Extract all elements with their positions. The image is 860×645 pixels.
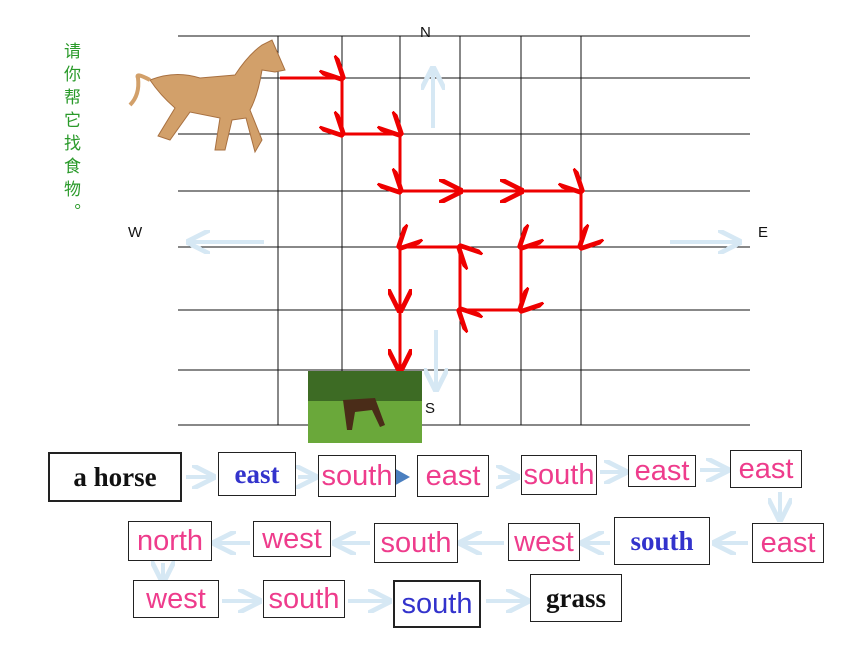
step-box: south <box>521 455 597 495</box>
step-box: south <box>318 455 396 497</box>
west-label: W <box>128 224 143 241</box>
horse <box>128 39 286 154</box>
north-label: N <box>420 24 431 41</box>
step-box: south <box>614 517 710 565</box>
arrow-head <box>392 467 410 487</box>
south-label: S <box>425 400 436 417</box>
grass-photo <box>308 371 422 443</box>
compass-arrows <box>190 70 738 388</box>
step-box: east <box>218 452 296 496</box>
step-box: south <box>263 580 345 618</box>
step-box: east <box>730 450 802 488</box>
route <box>280 78 581 370</box>
step-box: west <box>508 523 580 561</box>
step-box: east <box>752 523 824 563</box>
step-arrows <box>163 470 780 601</box>
instruction: 请你帮它找食物。 <box>60 42 80 226</box>
step-box: west <box>253 521 331 557</box>
grid <box>178 35 750 426</box>
step-box: east <box>628 455 696 487</box>
step-box: grass <box>530 574 622 622</box>
step-box: a horse <box>48 452 182 502</box>
step-box: south <box>393 580 481 628</box>
step-box: west <box>133 580 219 618</box>
step-box: east <box>417 455 489 497</box>
east-label: E <box>758 224 769 241</box>
step-box: north <box>128 521 212 561</box>
step-box: south <box>374 523 458 563</box>
